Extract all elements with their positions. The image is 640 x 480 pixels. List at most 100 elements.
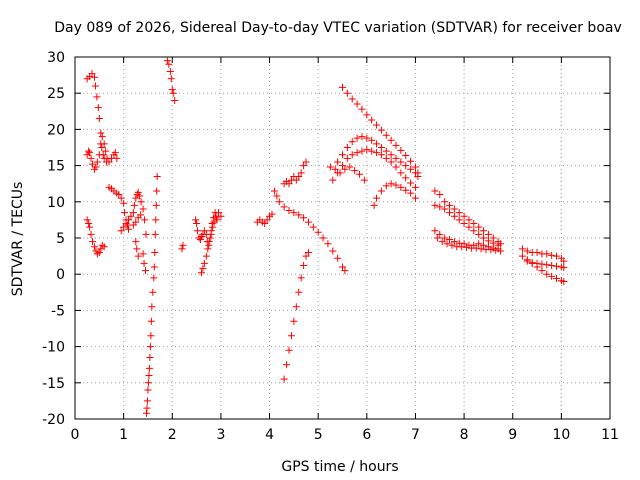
data-point — [144, 379, 152, 387]
data-point — [91, 82, 99, 90]
data-point — [411, 194, 419, 202]
data-point — [217, 212, 225, 220]
data-point — [134, 188, 142, 196]
data-point — [548, 272, 556, 280]
data-point — [280, 375, 288, 383]
data-point — [436, 230, 444, 238]
series-s16 — [334, 133, 422, 180]
x-tick-label: 3 — [216, 427, 225, 443]
data-point — [89, 238, 97, 246]
data-point — [407, 165, 415, 173]
data-point — [480, 234, 488, 242]
data-point — [93, 93, 101, 101]
data-point — [382, 147, 390, 155]
data-point — [144, 386, 152, 394]
data-point — [261, 220, 269, 228]
data-point — [377, 151, 385, 159]
data-point — [124, 221, 132, 229]
data-point — [331, 165, 339, 173]
data-point — [86, 223, 94, 231]
data-point — [553, 252, 560, 260]
data-point — [148, 303, 156, 311]
data-point — [95, 115, 103, 123]
data-point — [297, 274, 305, 282]
data-point — [192, 216, 200, 224]
data-point — [130, 201, 138, 209]
data-point — [448, 241, 456, 249]
data-point — [142, 230, 150, 238]
data-point — [343, 144, 351, 151]
data-point — [136, 192, 144, 200]
data-point — [553, 262, 560, 270]
data-point — [472, 244, 480, 252]
data-point — [179, 241, 187, 249]
data-point — [98, 133, 106, 141]
data-point — [458, 243, 466, 251]
data-point — [150, 263, 158, 271]
data-point — [463, 243, 471, 251]
series-s10 — [197, 209, 225, 277]
series-s12 — [270, 187, 349, 275]
x-tick-label: 9 — [508, 427, 517, 443]
data-point — [304, 218, 312, 226]
y-tick-label: -10 — [42, 340, 65, 356]
data-point — [147, 332, 155, 340]
data-point — [122, 220, 130, 228]
series-s19 — [370, 180, 419, 209]
y-tick-label: 30 — [47, 50, 65, 66]
data-point — [407, 157, 415, 165]
data-point — [560, 264, 568, 272]
data-point — [168, 86, 176, 94]
data-point — [470, 227, 478, 235]
data-point — [210, 218, 218, 226]
data-point — [436, 203, 444, 211]
series-s11 — [253, 210, 276, 228]
data-point — [287, 332, 295, 340]
data-point — [334, 254, 342, 262]
data-point — [407, 189, 415, 197]
data-point — [214, 209, 222, 217]
data-point — [178, 245, 186, 253]
data-point — [100, 140, 108, 148]
series-s7 — [142, 172, 161, 417]
data-point — [470, 220, 478, 228]
data-point — [145, 372, 153, 380]
data-point — [207, 230, 215, 238]
series-s3 — [83, 216, 108, 258]
data-point — [134, 252, 142, 260]
data-point — [206, 234, 214, 242]
data-point — [95, 151, 103, 159]
x-tick-label: 5 — [314, 427, 323, 443]
data-point — [363, 146, 371, 154]
data-point — [373, 121, 381, 129]
data-point — [146, 353, 154, 361]
data-point — [270, 187, 278, 195]
data-point — [111, 149, 119, 157]
data-point — [165, 60, 173, 68]
data-point — [194, 227, 202, 235]
data-point — [465, 216, 473, 224]
data-point — [143, 404, 151, 412]
data-point — [200, 259, 208, 267]
data-point — [414, 172, 422, 180]
data-point — [125, 225, 132, 233]
data-point — [373, 149, 381, 157]
series-s24 — [518, 245, 568, 265]
x-tick-label: 10 — [552, 427, 570, 443]
data-point — [102, 147, 110, 155]
data-point — [343, 154, 351, 162]
data-point — [139, 205, 147, 213]
data-point — [167, 75, 175, 83]
data-point — [487, 246, 495, 254]
series-s18 — [326, 163, 368, 184]
data-point — [533, 248, 541, 256]
data-point — [373, 140, 381, 148]
series-s4 — [105, 183, 132, 235]
data-point — [450, 205, 458, 213]
data-point — [300, 162, 308, 170]
y-tick-label: -15 — [42, 376, 65, 392]
data-point — [377, 144, 385, 151]
data-point — [105, 158, 113, 166]
x-tick-label: 11 — [601, 427, 619, 443]
data-point — [382, 131, 390, 139]
